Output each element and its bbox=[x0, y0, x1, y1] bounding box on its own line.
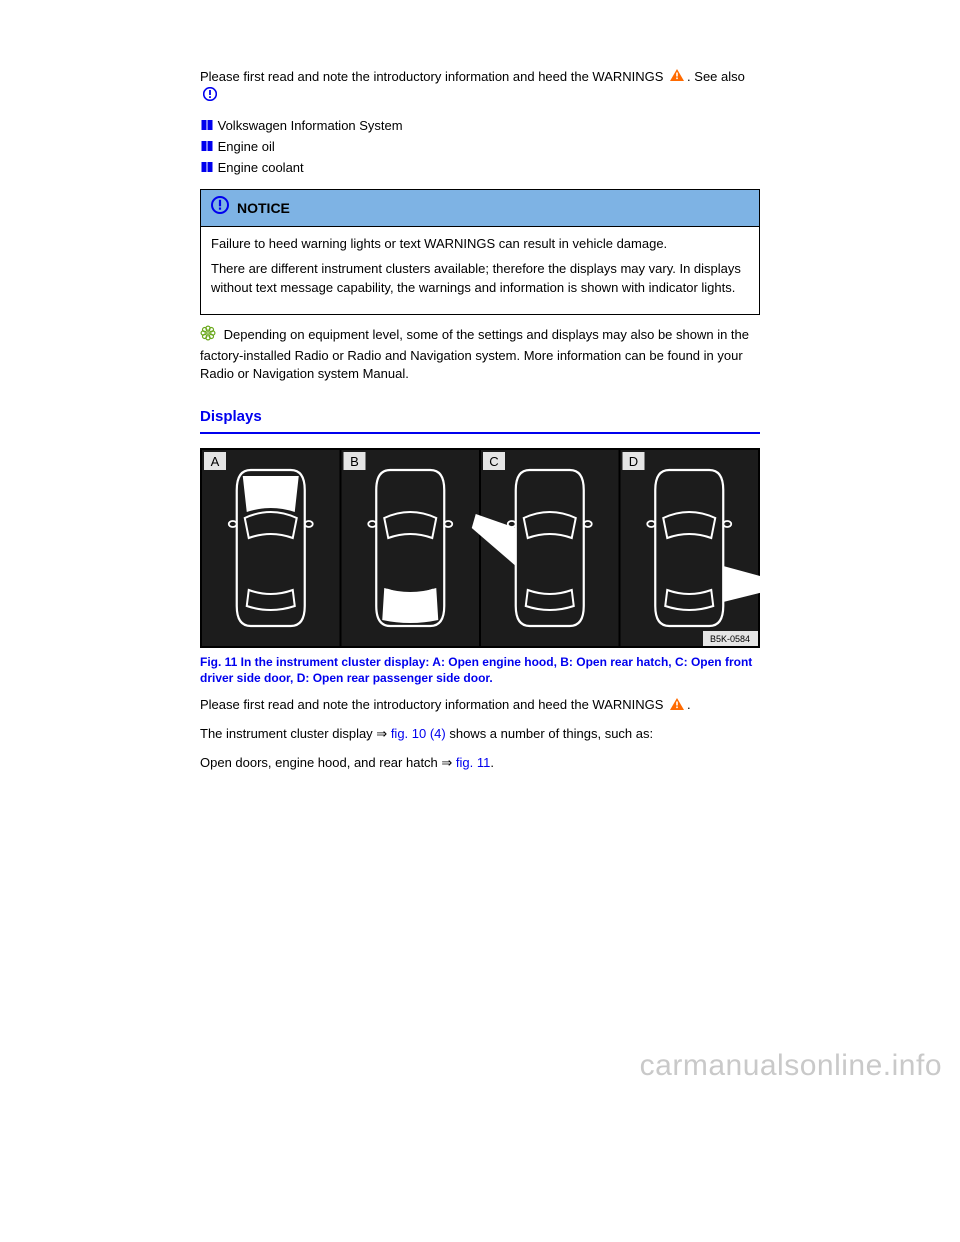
after-paragraph-1: Please first read and note the introduct… bbox=[200, 696, 760, 715]
ref-label: Volkswagen Information System bbox=[218, 118, 403, 133]
notice-circle-icon bbox=[211, 196, 229, 220]
reference-list: Volkswagen Information System Engine oil… bbox=[200, 117, 760, 178]
watermark: carmanualsonline.info bbox=[640, 1044, 942, 1088]
fig-ref-11: fig. 11 bbox=[456, 755, 490, 770]
warning-triangle-icon bbox=[670, 68, 684, 87]
notice-body: Failure to heed warning lights or text W… bbox=[201, 227, 759, 314]
figure-code: B5K-0584 bbox=[710, 634, 750, 644]
book-icon bbox=[200, 118, 214, 132]
notice-body-1: Failure to heed warning lights or text W… bbox=[211, 235, 749, 254]
eco-note-text: Depending on equipment level, some of th… bbox=[200, 327, 749, 382]
bullet-a: Open doors, engine hood, and rear hatch … bbox=[200, 755, 456, 770]
ref-item: Engine coolant bbox=[200, 159, 760, 178]
panel-label: C bbox=[489, 454, 498, 469]
after-p1-b: . bbox=[687, 697, 691, 712]
fig-ref-10-4: fig. 10 (4) bbox=[391, 726, 446, 741]
notice-body-2: There are different instrument clusters … bbox=[211, 260, 749, 298]
book-icon bbox=[200, 139, 214, 153]
ref-item: Volkswagen Information System bbox=[200, 117, 760, 136]
bullet-b: . bbox=[490, 755, 494, 770]
intro-text: Please first read and note the introduct… bbox=[200, 69, 667, 84]
eco-note: Depending on equipment level, some of th… bbox=[200, 325, 760, 385]
intro-text-b: . See also bbox=[687, 69, 745, 84]
after-p2-b: shows a number of things, such as: bbox=[446, 726, 653, 741]
after-bullet-1: Open doors, engine hood, and rear hatch … bbox=[200, 754, 760, 773]
panel-label: A bbox=[211, 454, 220, 469]
notice-header: NOTICE bbox=[201, 190, 759, 227]
flower-icon bbox=[200, 325, 216, 347]
ref-label: Engine coolant bbox=[218, 160, 304, 175]
intro-paragraph: Please first read and note the introduct… bbox=[200, 68, 760, 107]
after-p2-a: The instrument cluster display ⇒ bbox=[200, 726, 391, 741]
after-p1-a: Please first read and note the introduct… bbox=[200, 697, 667, 712]
panel-label: B bbox=[350, 454, 359, 469]
section-title-displays: Displays bbox=[200, 406, 760, 434]
ref-item: Engine oil bbox=[200, 138, 760, 157]
warning-triangle-icon bbox=[670, 697, 684, 716]
ref-label: Engine oil bbox=[218, 139, 275, 154]
figure-caption: Fig. 11 In the instrument cluster displa… bbox=[200, 654, 760, 686]
book-icon bbox=[200, 160, 214, 174]
notice-label: NOTICE bbox=[237, 198, 290, 218]
panel-label: D bbox=[629, 454, 638, 469]
figure-11: A B C D B5K-0584 bbox=[200, 448, 760, 648]
notice-circle-icon bbox=[203, 87, 217, 107]
after-paragraph-2: The instrument cluster display ⇒ fig. 10… bbox=[200, 725, 760, 744]
notice-box: NOTICE Failure to heed warning lights or… bbox=[200, 189, 760, 314]
